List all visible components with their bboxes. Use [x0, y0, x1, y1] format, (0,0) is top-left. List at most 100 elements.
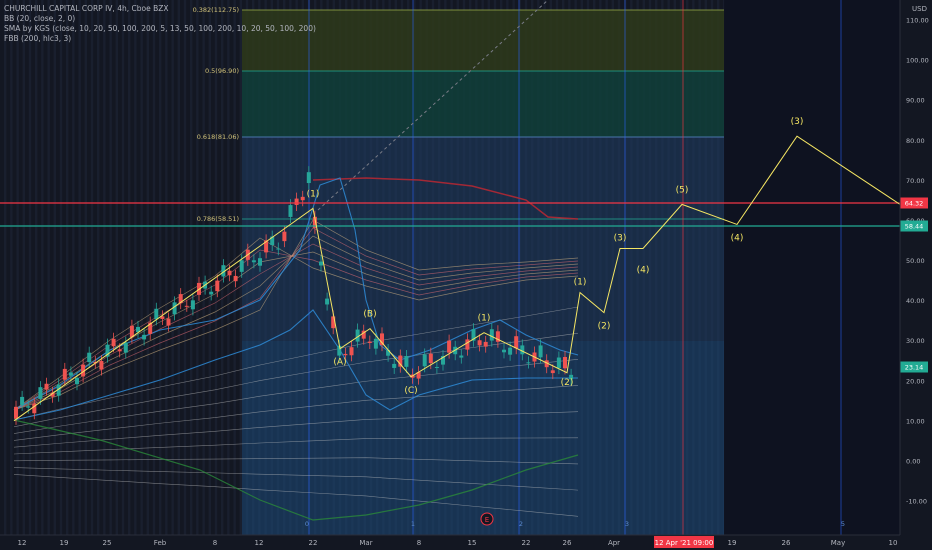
candle-body [508, 347, 513, 355]
wave-label: (1) [307, 189, 320, 199]
x-tick-label: Feb [154, 539, 167, 547]
candle-body [361, 330, 366, 339]
y-tick-label: 10.00 [906, 417, 925, 425]
price-axis[interactable] [900, 0, 932, 535]
cycle-number: 5 [841, 520, 845, 528]
background-stripe [84, 0, 87, 535]
symbol-legend[interactable]: CHURCHILL CAPITAL CORP IV, 4h, Cboe BZX [4, 4, 169, 13]
background-stripe [90, 0, 94, 535]
projection-dotted-line [317, 0, 549, 211]
indicator-line [13, 457, 579, 465]
candle-body [276, 248, 281, 250]
candle-body [465, 339, 470, 350]
candle-body [337, 345, 342, 356]
background-stripe [214, 0, 218, 535]
y-tick-label: 100.00 [906, 57, 929, 65]
candle-body [166, 318, 171, 326]
background-stripe [97, 0, 100, 535]
wave-label: (4) [637, 266, 650, 276]
wave-label: (C) [404, 386, 417, 396]
candle-body [105, 344, 110, 357]
earnings-event-label: E [485, 516, 489, 524]
candle-body [14, 406, 18, 419]
x-tick-label: May [831, 539, 845, 547]
x-axis-ticks: 12 19 25 Feb 8 12 22 Mar 8 15 22 26 Apr 19 26 May 10 [18, 539, 898, 547]
background-stripe [72, 0, 75, 535]
cycle-number: 3 [625, 520, 629, 528]
candle-body [154, 308, 159, 320]
indicator-line [13, 359, 579, 434]
y-tick-label: 90.00 [906, 97, 925, 105]
candle-body [544, 360, 549, 368]
background-stripe [66, 0, 69, 535]
candle-body [380, 333, 384, 346]
wave-label: (1) [574, 278, 587, 288]
sma-legend[interactable]: SMA by KGS (close, 10, 20, 50, 100, 200,… [4, 24, 316, 33]
dark-right-zone [724, 0, 900, 535]
x-tick-label: 15 [468, 539, 477, 547]
indicator-line [312, 177, 579, 220]
wave-label: (4) [731, 233, 744, 243]
y-tick-label: 30.00 [906, 337, 925, 345]
indicator-legend: CHURCHILL CAPITAL CORP IV, 4h, Cboe BZX … [4, 4, 316, 44]
background-stripe [233, 0, 236, 535]
x-tick-label: 8 [213, 539, 217, 547]
candle-body [502, 349, 506, 353]
background-stripe [159, 0, 162, 535]
background-stripe [109, 0, 112, 535]
x-tick-label: 26 [563, 539, 572, 547]
candle-body [343, 353, 348, 356]
background-stripe [208, 0, 211, 535]
background-stripe [103, 0, 106, 535]
bb-legend[interactable]: BB (20, close, 2, 0) [4, 14, 76, 23]
candle-body [172, 302, 177, 315]
candle-body [306, 172, 311, 184]
cycle-number: 0 [305, 520, 309, 528]
candle-body [44, 383, 49, 390]
background-stripe [177, 0, 180, 535]
candle-body [520, 345, 525, 355]
candle-body [123, 342, 128, 353]
time-label-box [654, 536, 714, 548]
candle-body [349, 347, 354, 356]
x-tick-label: 12 [18, 539, 27, 547]
candle-body [325, 298, 330, 305]
background-stripe [190, 0, 193, 535]
candle-body [538, 345, 543, 358]
candle-body [355, 329, 360, 342]
cycle-numbers: 0 1 2 3 5 [305, 520, 845, 528]
price-tag-box [900, 361, 928, 373]
candle-body [209, 291, 214, 295]
fbb-legend[interactable]: FBB (200, hlc3, 3) [4, 34, 72, 43]
background-stripe [53, 0, 56, 535]
indicator-line [13, 306, 579, 421]
candle-body [75, 377, 79, 385]
background-stripe [196, 0, 199, 535]
time-axis[interactable] [0, 535, 932, 550]
background-stripe [59, 0, 63, 535]
candle-body [398, 355, 403, 367]
candle-body [514, 336, 519, 349]
x-tick-label: 26 [782, 539, 791, 547]
price-tags: 64.32 58.44 23.14 [900, 197, 928, 373]
fib-0382-zone [242, 10, 724, 71]
time-label: 12 Apr '21 09:00 [655, 539, 714, 547]
candle-body [111, 338, 116, 347]
candle-body [288, 205, 293, 217]
candle-body [319, 261, 323, 266]
candle-body [331, 316, 336, 329]
background-stripe [78, 0, 81, 535]
earnings-event-marker[interactable] [480, 512, 494, 526]
candle-body [300, 196, 305, 201]
y-tick-label: 70.00 [906, 177, 925, 185]
indicator-line [13, 177, 579, 411]
candle-body [258, 258, 262, 266]
candle-body [373, 338, 378, 349]
wave-label: (2) [561, 378, 574, 388]
candle-body [233, 275, 238, 282]
y-tick-label: 40.00 [906, 297, 925, 305]
background-stripe [134, 0, 137, 535]
wave-label: (A) [333, 358, 346, 368]
candle-body [563, 357, 567, 369]
